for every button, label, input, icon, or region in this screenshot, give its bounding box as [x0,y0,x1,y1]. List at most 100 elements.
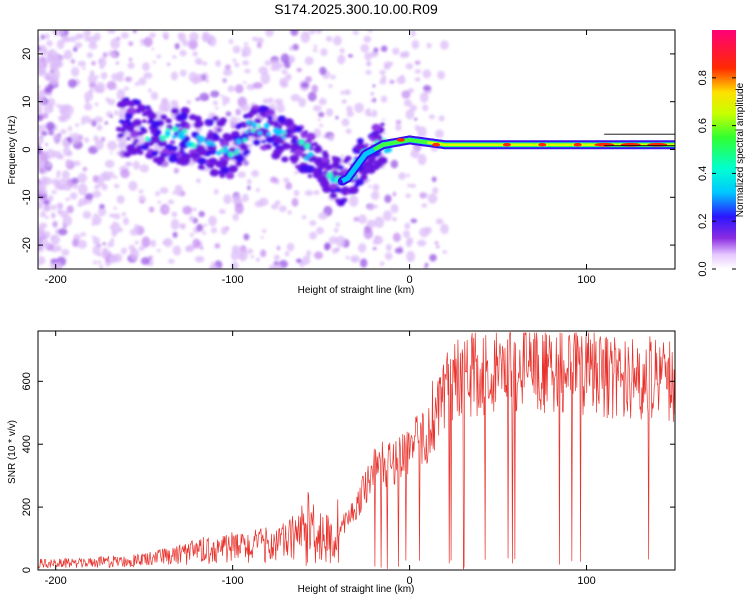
spectrogram-blob [372,133,380,139]
spectrogram-blob [169,139,176,145]
spectrogram-blob [219,173,226,179]
spectrogram-noise-point [82,166,88,172]
spectrogram-noise-point [182,39,189,47]
spectrogram-noise-point [128,57,133,62]
spectrogram-noise-point [399,51,408,58]
spectrogram-noise-point [442,250,448,254]
spectrogram-noise-point [423,193,428,197]
spectrogram-noise-point [150,239,157,248]
spectrogram-noise-point [304,76,313,83]
spectrogram-noise-point [256,37,264,45]
spectrogram-noise-point [104,159,115,169]
spectrogram-noise-point [318,111,325,118]
spectrogram-noise-point [270,176,278,183]
spectrogram-blob [121,100,129,106]
snr-x-tick-label: 100 [577,575,595,587]
spectrogram-noise-point [389,79,395,84]
spectrogram-blob [293,148,304,157]
spectrogram-noise-point [38,178,41,185]
spectrogram-noise-point [243,42,249,46]
spectrogram-noise-point [88,146,98,155]
spectrogram-noise-point [309,220,317,226]
spectrogram-noise-point [403,99,413,107]
spectrogram-noise-point [56,170,61,176]
spectrogram-noise-point [73,160,81,166]
spectrogram-noise-point [202,230,206,236]
spectrogram-noise-point [91,61,96,66]
spectrogram-noise-point [313,190,320,196]
spectrogram-noise-point [70,66,80,77]
spectrogram-noise-point [276,245,281,251]
spectrogram-noise-point [100,71,108,80]
spectrogram-noise-point [435,245,440,249]
spectrogram-noise-point [379,78,387,85]
spectrogram-noise-point [435,129,444,139]
spectrogram-noise-point [84,36,91,42]
spectrogram-noise-point [97,178,105,187]
spectrogram-noise-point [38,85,41,90]
spectrogram-noise-point [319,66,327,76]
spectrogram-noise-point [94,139,104,151]
spectrogram-marks [38,30,675,269]
spectrogram-noise-point [244,68,251,74]
spectrogram-noise-point [106,81,117,91]
spectrogram-noise-point [227,85,235,93]
spectrogram-noise-point [385,243,392,252]
spectrogram-noise-point [368,185,372,189]
spectrogram-blob [277,115,287,123]
spectrogram-noise-point [373,47,379,53]
spectrogram-noise-point [364,52,372,61]
spectrogram-blob [121,126,127,132]
spectrogram-blob [183,153,192,160]
spectrogram-blob [206,132,215,139]
spectrogram-noise-point [38,251,41,256]
spectrogram-noise-point [116,89,126,101]
spectrogram-noise-point [112,213,121,220]
spectrogram-noise-point [383,61,393,68]
spectrogram-noise-point [92,245,101,256]
spectrogram-noise-point [40,175,48,185]
spectrogram-noise-point [274,64,281,72]
spectrogram-noise-point [71,177,79,185]
spectrogram-noise-point [56,245,62,252]
spectrogram-blob [180,120,188,127]
spectrogram-noise-point [283,177,290,183]
spectrogram-noise-point [41,239,50,249]
spectrogram-noise-point [328,134,334,142]
spectrogram-noise-point [38,97,45,105]
spectrogram-noise-point [230,250,240,261]
spectrogram-noise-point [147,88,152,93]
spectrogram-noise-point [260,249,267,258]
spectrogram-noise-point [173,167,180,174]
spectrogram-noise-point [166,62,171,66]
spectrogram-noise-point [109,114,113,118]
spectrogram-noise-point [424,262,429,268]
spectrogram-noise-point [212,100,219,106]
colorbar-bar [712,30,736,269]
spectrogram-highlight [326,172,333,179]
spectrogram-noise-point [93,135,99,142]
spectrogram-noise-point [113,206,118,210]
spectrogram-highlight [196,134,202,140]
spectrogram-noise-point [432,187,439,195]
spectrogram-blob [176,157,182,161]
spectrogram-noise-point [69,133,73,136]
spectrogram-highlight [216,150,222,156]
spectrogram-noise-point [222,96,231,104]
spectrogram-blob [272,141,279,147]
spectrogram-blob [283,118,294,127]
spectrogram-highlight [178,131,184,137]
spectrogram-noise-point [40,61,46,68]
spectrogram-noise-point [421,203,428,208]
spectrogram-noise-point [57,228,68,236]
spectrogram-noise-point [192,207,197,212]
spectrogram-noise-point [440,40,449,50]
spectrogram-noise-point [40,34,45,40]
spectrogram-noise-point [46,162,52,168]
spectrogram-noise-point [250,254,254,259]
spectrogram-highlight [298,139,305,146]
spectrogram-blob [261,139,266,144]
spectrogram-noise-point [41,188,48,196]
spectrogram-highlight [186,141,192,148]
